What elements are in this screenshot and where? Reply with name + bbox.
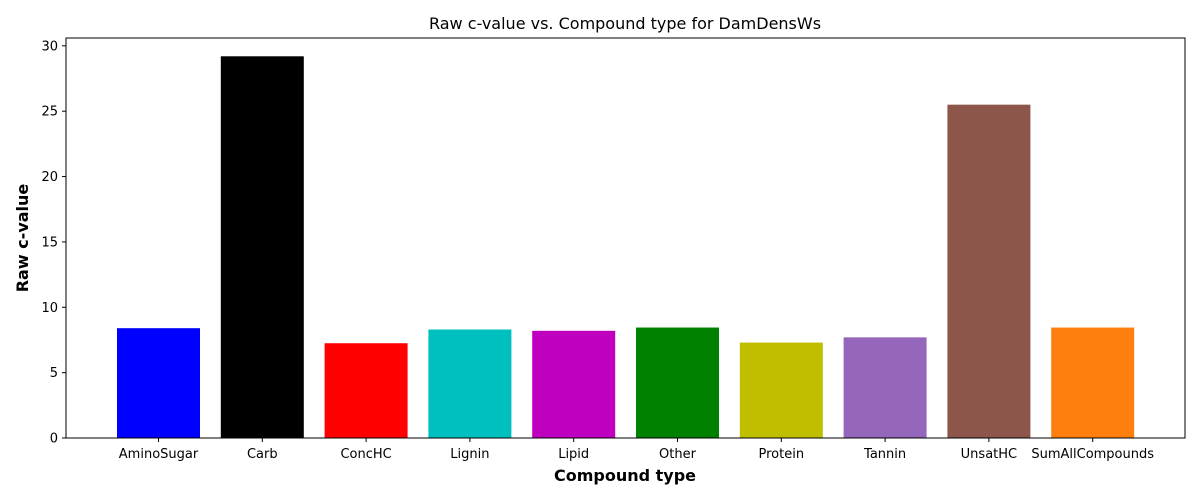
x-tick-label: Lignin [450,447,489,462]
plot-frame [65,37,1186,439]
x-tick-label: Tannin [863,447,906,462]
bar-aminosugar [117,328,200,438]
x-axis-label: Compound type [554,466,696,485]
chart-title: Raw c-value vs. Compound type for DamDen… [429,14,821,33]
bar-tannin [843,337,927,438]
bar-other [636,327,719,438]
y-axis: 0 5 10 15 20 25 30 [41,39,66,447]
y-tick-label: 5 [50,366,58,381]
x-tick-label: Lipid [558,447,589,462]
bar-conchc [324,343,408,438]
y-tick-label: 15 [41,235,58,250]
x-tick-label: ConcHC [340,447,391,462]
y-tick-label: 0 [50,432,58,447]
bar-carb [220,56,304,439]
x-tick-label: Other [659,447,697,462]
y-tick-label: 30 [41,39,58,54]
bar-lipid [532,330,616,438]
x-axis: AminoSugar Carb ConcHC Lignin Lipid Other Prot… [119,438,1154,462]
x-tick-label: UnsatHC [961,447,1017,462]
bar-protein [739,342,823,438]
bar-unsathc [947,104,1031,439]
x-tick-label: Protein [759,447,805,462]
x-tick-label: SumAllCompounds [1031,447,1154,462]
y-tick-label: 10 [41,301,58,316]
y-tick-label: 25 [41,105,58,120]
y-tick-label: 20 [41,170,58,185]
x-tick-label: AminoSugar [119,447,199,462]
x-tick-label: Carb [247,447,278,462]
y-axis-label: Raw c-value [13,184,32,293]
bar-sumallcompounds [1051,327,1135,438]
bars-group [117,56,1135,439]
bar-lignin [428,329,512,438]
